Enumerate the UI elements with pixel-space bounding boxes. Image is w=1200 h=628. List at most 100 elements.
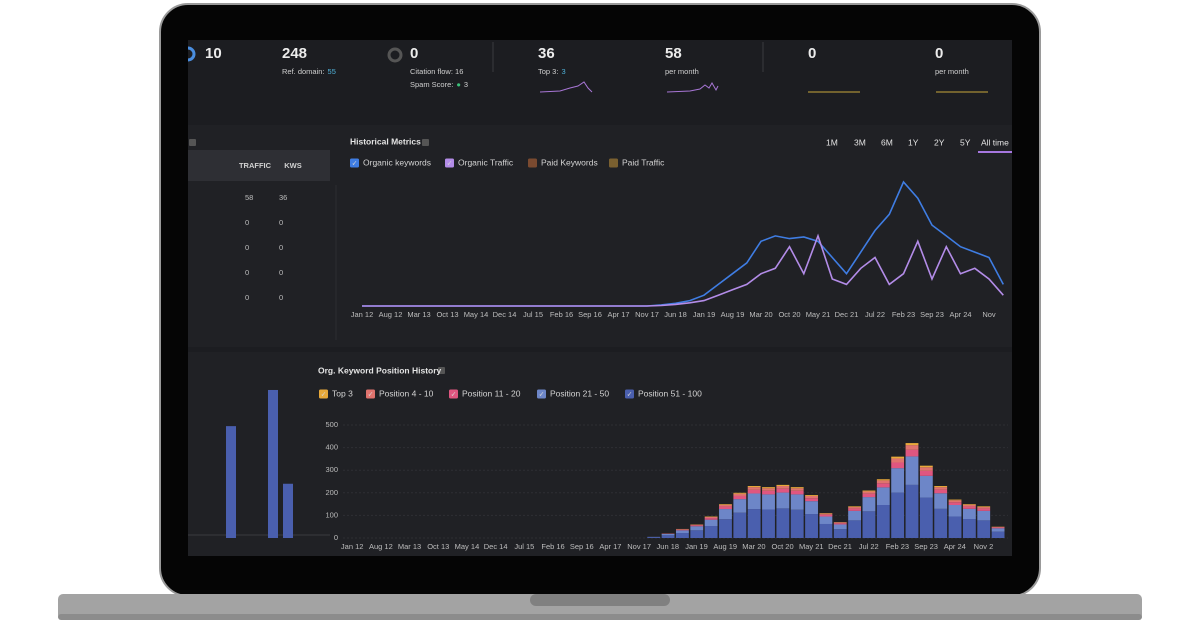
metric-dot: ● — [456, 80, 461, 89]
bar-segment — [704, 518, 718, 520]
x-tick-label: Jul 22 — [859, 542, 879, 551]
x-tick-label: Dec 14 — [493, 310, 517, 319]
legend-label[interactable]: Position 4 - 10 — [379, 388, 434, 398]
timeframe-button[interactable]: 5Y — [960, 137, 971, 147]
bar-segment — [891, 462, 905, 469]
metric-label-text: Spam Score: — [410, 80, 453, 89]
x-tick-label: Mar 20 — [749, 310, 772, 319]
metric-detail: 55 — [328, 67, 336, 76]
x-tick-label: Dec 14 — [484, 542, 508, 551]
x-tick-label: Apr 17 — [607, 310, 629, 319]
timeframe-active — [978, 151, 1012, 153]
x-tick-label: May 21 — [799, 542, 824, 551]
bar-segment — [747, 493, 761, 510]
bar-segment — [733, 499, 747, 513]
metric-label: per month — [935, 67, 969, 76]
bar-segment — [891, 458, 905, 463]
bar-segment — [934, 508, 948, 538]
bar-segment — [991, 531, 1005, 538]
bar-segment — [704, 516, 718, 519]
legend-label[interactable]: Position 51 - 100 — [638, 388, 702, 398]
x-tick-label: Aug 19 — [721, 310, 745, 319]
bar-segment — [790, 490, 804, 495]
bar-segment — [905, 456, 919, 485]
bar-segment — [962, 504, 976, 505]
y-tick-label: 400 — [325, 443, 338, 452]
bar-segment — [747, 486, 761, 488]
x-tick-label: Sep 16 — [570, 542, 594, 551]
bar-segment — [833, 524, 847, 530]
table-cell: 58 — [245, 193, 253, 202]
metric-label-text: Top 3: — [538, 67, 558, 76]
metric-label-text: per month — [665, 67, 699, 76]
bar-segment — [776, 484, 790, 487]
table-cell: 0 — [245, 218, 249, 227]
table-header: TRAFFIC — [239, 161, 272, 170]
metric-icon — [188, 46, 196, 62]
timeframe-button[interactable]: 2Y — [934, 137, 945, 147]
bar-segment — [833, 529, 847, 538]
bar-segment — [905, 445, 919, 450]
legend-checkbox — [625, 389, 634, 399]
legend-label[interactable]: Paid Traffic — [622, 157, 665, 167]
legend-label[interactable]: Organic keywords — [363, 157, 431, 167]
bar-segment — [776, 508, 790, 538]
bar-segment — [905, 443, 919, 446]
bar-segment — [962, 519, 976, 538]
bar-segment — [819, 513, 833, 515]
bar-segment — [762, 509, 775, 538]
table-cell: 0 — [279, 218, 283, 227]
timeframe-button[interactable]: 1M — [826, 137, 838, 147]
legend-label[interactable]: Paid Keywords — [541, 157, 598, 167]
timeframe-button[interactable]: 1Y — [908, 137, 919, 147]
timeframe-button[interactable]: 3M — [854, 137, 866, 147]
metric-label: Ref. domain: 55 — [282, 67, 336, 76]
x-tick-label: May 21 — [806, 310, 831, 319]
legend-checkbox — [609, 158, 618, 168]
metric-label: Top 3: 3 — [538, 67, 566, 76]
legend-checkbox — [528, 158, 537, 168]
bar-segment — [848, 520, 862, 538]
legend-label[interactable]: Position 11 - 20 — [462, 388, 521, 398]
timeframe-button[interactable]: 6M — [881, 137, 893, 147]
legend-label[interactable]: Top 3 — [332, 388, 353, 398]
legend-label[interactable]: Position 21 - 50 — [550, 388, 609, 398]
bar-segment — [905, 484, 919, 538]
metric-value: 0 — [935, 45, 943, 62]
timeframe-button[interactable]: All time — [981, 137, 1009, 147]
x-tick-label: Jun 18 — [664, 310, 687, 319]
bar-segment — [719, 519, 732, 538]
x-tick-label: Feb 23 — [892, 310, 915, 319]
bar-segment — [747, 489, 761, 494]
x-tick-label: Sep 23 — [920, 310, 944, 319]
metric-label: Citation flow: 16 — [410, 67, 463, 76]
bar-segment — [776, 486, 790, 489]
x-tick-label: Sep 16 — [578, 310, 602, 319]
x-tick-label: Oct 13 — [436, 310, 458, 319]
bar-segment — [661, 533, 675, 536]
x-tick-label: Mar 13 — [407, 310, 430, 319]
bar-segment — [690, 526, 704, 531]
bar-segment — [876, 505, 890, 538]
help-icon — [422, 139, 429, 146]
bar-segment — [848, 510, 862, 521]
bar-segment — [962, 506, 976, 509]
bar-segment — [776, 488, 790, 493]
legend-checkbox — [537, 389, 546, 399]
x-tick-label: Jul 15 — [514, 542, 534, 551]
x-tick-label: Jan 19 — [693, 310, 716, 319]
legend-label[interactable]: Organic Traffic — [458, 157, 514, 167]
table-cell: 0 — [279, 243, 283, 252]
metric-icon — [387, 47, 403, 63]
bar-segment — [833, 522, 847, 524]
metric-label-text: Ref. domain: — [282, 67, 325, 76]
bar-segment — [919, 497, 933, 538]
legend-checkbox — [445, 158, 454, 168]
bar-segment — [762, 490, 775, 495]
bar-segment — [805, 495, 818, 499]
table-header-bg — [188, 150, 330, 181]
bar-segment — [977, 506, 991, 508]
x-tick-label: Apr 17 — [599, 542, 621, 551]
legend-checkbox — [449, 389, 458, 399]
